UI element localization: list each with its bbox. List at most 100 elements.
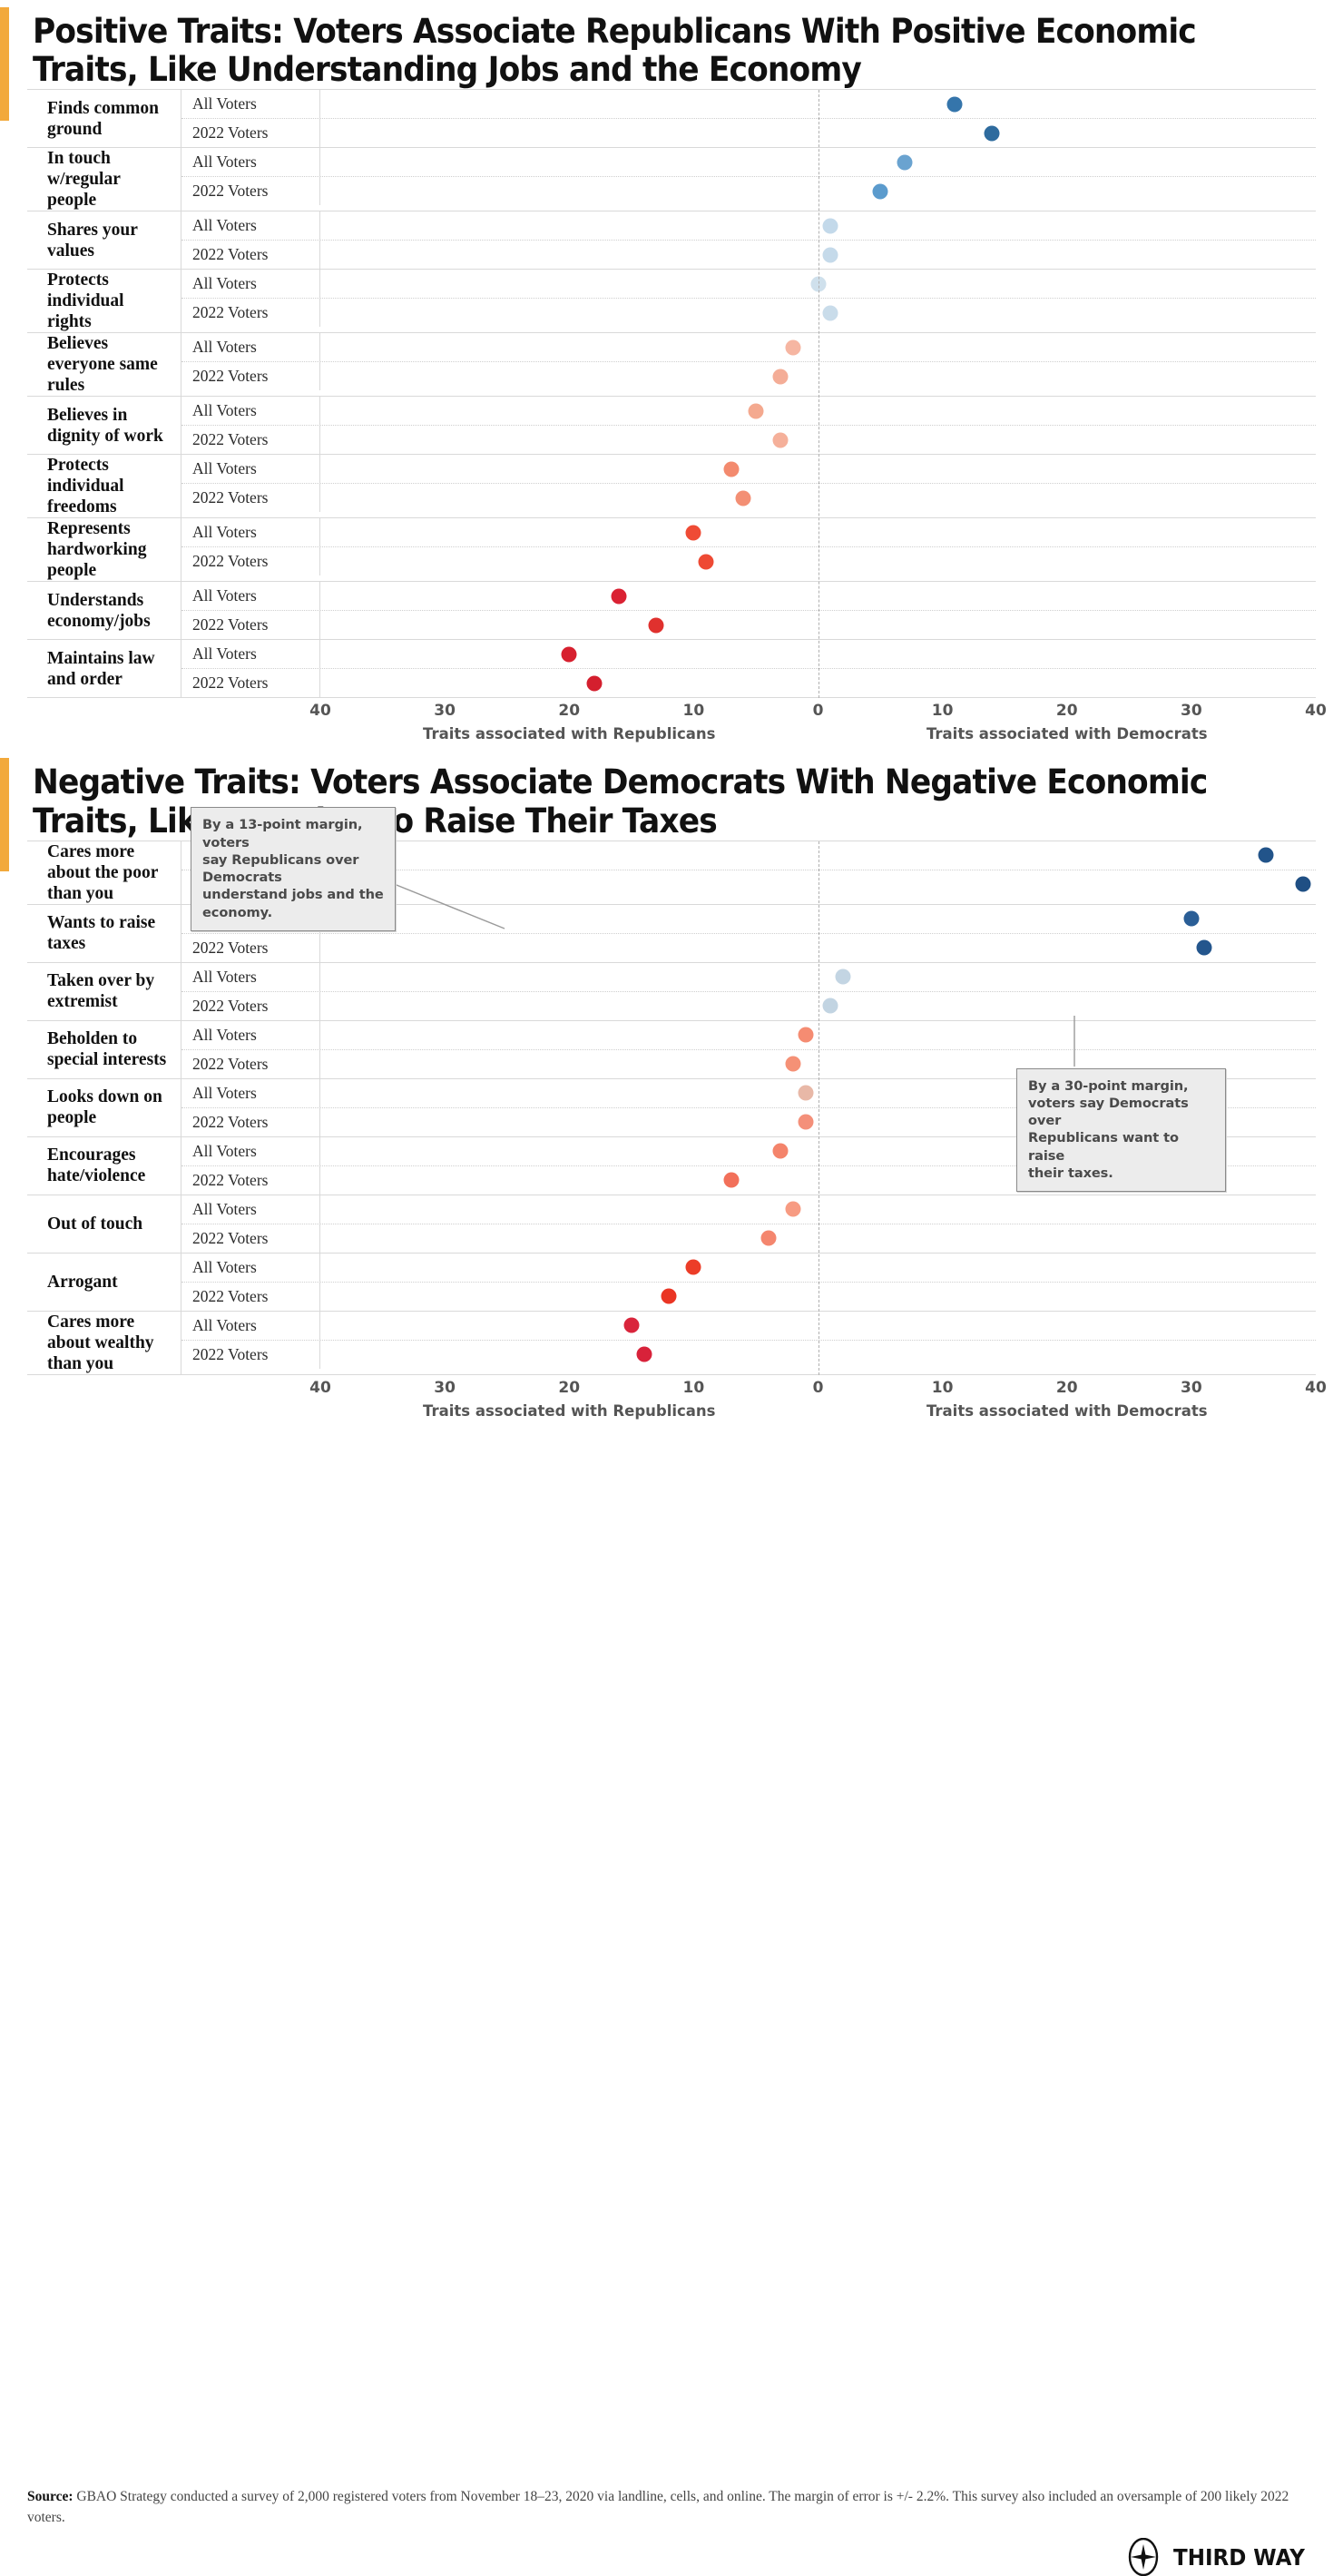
data-point: [984, 125, 1000, 142]
axis-tick-label: 40: [309, 1378, 331, 1397]
table-row: All Voters: [181, 397, 1316, 426]
chart-1-header: Positive Traits: Voters Associate Republ…: [0, 0, 1343, 121]
value-track: [320, 1108, 1316, 1136]
brand-name: THIRD WAY: [1172, 2543, 1305, 2571]
voter-group-label: All Voters: [181, 1020, 320, 1049]
annotation-callout: By a 30-point margin, voters say Democra…: [1016, 1067, 1226, 1193]
voter-group-label: All Voters: [181, 640, 320, 669]
data-point: [798, 1085, 814, 1101]
trait-group: Encourages hate/violence All Voters 2022 V…: [27, 1136, 1316, 1195]
voter-group-label: All Voters: [181, 962, 320, 991]
voter-group-label: 2022 Voters: [181, 611, 320, 640]
axis-tick-label: 30: [1181, 1378, 1202, 1397]
value-track: [320, 518, 1316, 546]
voter-group-label: 2022 Voters: [181, 669, 320, 698]
trait-group: Arrogant All Voters 2022 Voters: [27, 1253, 1316, 1312]
axis-tick-label: 20: [558, 1378, 581, 1397]
value-track: [320, 426, 1316, 454]
trait-label: Cares more about the poor than you: [27, 841, 181, 904]
axis-tick-label: 40: [309, 702, 331, 721]
data-point: [772, 1143, 789, 1159]
data-point: [772, 369, 789, 385]
value-track: [320, 1224, 1316, 1253]
voter-group-label: 2022 Voters: [181, 177, 320, 206]
table-row: 2022 Voters: [181, 1281, 1316, 1311]
trait-label: Arrogant: [27, 1253, 181, 1311]
value-track: [320, 547, 1316, 575]
data-point: [785, 1056, 801, 1072]
chart-2-plot: Cares more about the poor than you All Vo…: [27, 840, 1316, 1375]
table-row: All Voters: [181, 90, 1316, 119]
value-track: [320, 211, 1316, 240]
table-row: All Voters: [181, 270, 1316, 299]
data-point: [685, 1259, 701, 1275]
chart-2: Cares more about the poor than you All Vo…: [27, 840, 1316, 1375]
voter-group-label: All Voters: [181, 1136, 320, 1165]
axis-tick-label: 20: [1055, 1378, 1078, 1397]
table-row: All Voters: [181, 211, 1316, 241]
voter-group-label: 2022 Voters: [181, 484, 320, 513]
trait-label: Protects individual freedoms: [27, 455, 181, 518]
data-point: [872, 183, 888, 200]
voter-group-label: All Voters: [181, 333, 320, 362]
data-point: [685, 525, 701, 541]
data-point: [723, 461, 739, 477]
table-row: All Voters: [181, 1020, 1316, 1049]
axis-label-democrats: Traits associated with Democrats: [926, 1401, 1208, 1420]
trait-label: Wants to raise taxes: [27, 904, 181, 962]
axis-tick-label: 30: [1181, 702, 1202, 721]
table-row: All Voters: [181, 640, 1316, 669]
table-row: All Voters: [181, 1195, 1316, 1224]
table-row: 2022 Voters: [181, 1106, 1316, 1136]
data-point: [723, 1172, 739, 1188]
trait-label: Believes everyone same rules: [27, 333, 181, 397]
axis-tick-label: 10: [682, 702, 705, 721]
value-track: [320, 241, 1316, 269]
voter-group-label: 2022 Voters: [181, 1340, 320, 1369]
axis-tick-label: 10: [682, 1378, 705, 1397]
trait-group: Believes in dignity of work All Voters 202…: [27, 397, 1316, 456]
voter-group-label: 2022 Voters: [181, 547, 320, 576]
value-track: [320, 177, 1316, 205]
trait-group: Finds common ground All Voters 2022 Voters: [27, 90, 1316, 149]
data-point: [1295, 876, 1311, 892]
axis-tick-label: 40: [1305, 702, 1327, 721]
chart-1: Finds common ground All Voters 2022 Voters…: [27, 89, 1316, 931]
voter-group-label: All Voters: [181, 397, 320, 426]
table-row: 2022 Voters: [181, 118, 1316, 148]
trait-label: Cares more about wealthy than you: [27, 1311, 181, 1374]
voter-group-label: All Voters: [181, 211, 320, 241]
trait-group: Represents hardworking people All Voters 2…: [27, 518, 1316, 583]
axis-label-republicans: Traits associated with Republicans: [423, 1401, 716, 1420]
value-track: [320, 270, 1316, 298]
value-track: [320, 397, 1316, 425]
voter-group-label: 2022 Voters: [181, 119, 320, 148]
value-track: [320, 1021, 1316, 1049]
voter-group-label: All Voters: [181, 1311, 320, 1340]
trait-label: In touch w/regular people: [27, 148, 181, 211]
table-row: 2022 Voters: [181, 1339, 1316, 1369]
value-track: [320, 455, 1316, 483]
table-row: 2022 Voters: [181, 990, 1316, 1020]
trait-label: Understands economy/jobs: [27, 582, 181, 640]
accent-bar: [0, 758, 9, 872]
accent-bar: [0, 7, 9, 121]
value-track: [320, 841, 1316, 870]
trait-label: Shares your values: [27, 211, 181, 270]
voter-group-label: All Voters: [181, 582, 320, 611]
footer: Source: GBAO Strategy conducted a survey…: [27, 2487, 1316, 2576]
table-row: 2022 Voters: [181, 361, 1316, 391]
voter-group-label: All Voters: [181, 270, 320, 299]
chart-1-plot: Finds common ground All Voters 2022 Voters…: [27, 89, 1316, 931]
trait-label: Finds common ground: [27, 90, 181, 148]
voter-group-label: 2022 Voters: [181, 1107, 320, 1136]
data-point: [785, 339, 801, 356]
data-point: [611, 588, 627, 605]
trait-group: Maintains law and order All Voters 2022 Vo…: [27, 640, 1316, 699]
value-track: [320, 1079, 1316, 1107]
axis-tick-label: 20: [558, 702, 581, 721]
voter-group-label: 2022 Voters: [181, 241, 320, 270]
